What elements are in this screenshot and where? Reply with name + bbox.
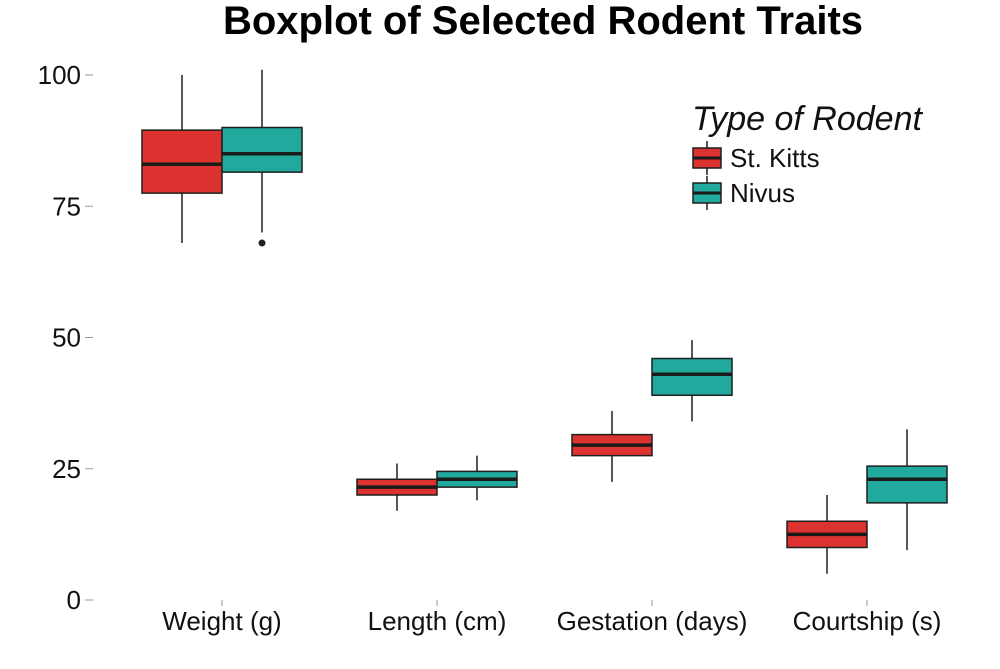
legend: Type of Rodent St. Kitts Nivus	[692, 100, 924, 210]
legend-item-st-kitts: St. Kitts	[692, 141, 820, 175]
box-nivus-2	[651, 340, 733, 422]
x-axis: Weight (g) Length (cm) Gestation (days) Cou…	[162, 600, 941, 636]
box-plots	[141, 69, 948, 574]
legend-title: Type of Rodent	[692, 100, 924, 138]
box-nivus-3	[866, 429, 948, 551]
y-tick-label: 0	[67, 585, 81, 615]
x-tick-label: Courtship (s)	[793, 606, 942, 636]
y-axis: 0 25 50 75 100	[38, 60, 93, 615]
outlier-point	[258, 239, 266, 247]
x-tick-label: Gestation (days)	[557, 606, 748, 636]
legend-label: Nivus	[730, 178, 795, 208]
y-tick-label: 25	[52, 454, 81, 484]
box-iqr	[866, 465, 948, 504]
y-tick-label: 100	[38, 60, 81, 90]
box-st-kitts-1	[356, 463, 438, 511]
box-st-kitts-2	[571, 411, 653, 482]
box-st-kitts-0	[141, 75, 223, 243]
x-tick-label: Length (cm)	[368, 606, 507, 636]
legend-item-nivus: Nivus	[692, 176, 795, 210]
chart-title: Boxplot of Selected Rodent Traits	[223, 0, 863, 43]
box-nivus-0	[221, 69, 303, 247]
y-tick-label: 50	[52, 323, 81, 353]
box-iqr	[651, 357, 733, 396]
y-tick-label: 75	[52, 191, 81, 221]
box-iqr	[141, 129, 223, 194]
box-nivus-1	[436, 455, 518, 501]
legend-label: St. Kitts	[730, 143, 820, 173]
box-iqr	[221, 126, 303, 173]
x-tick-label: Weight (g)	[162, 606, 281, 636]
box-st-kitts-3	[786, 495, 868, 574]
